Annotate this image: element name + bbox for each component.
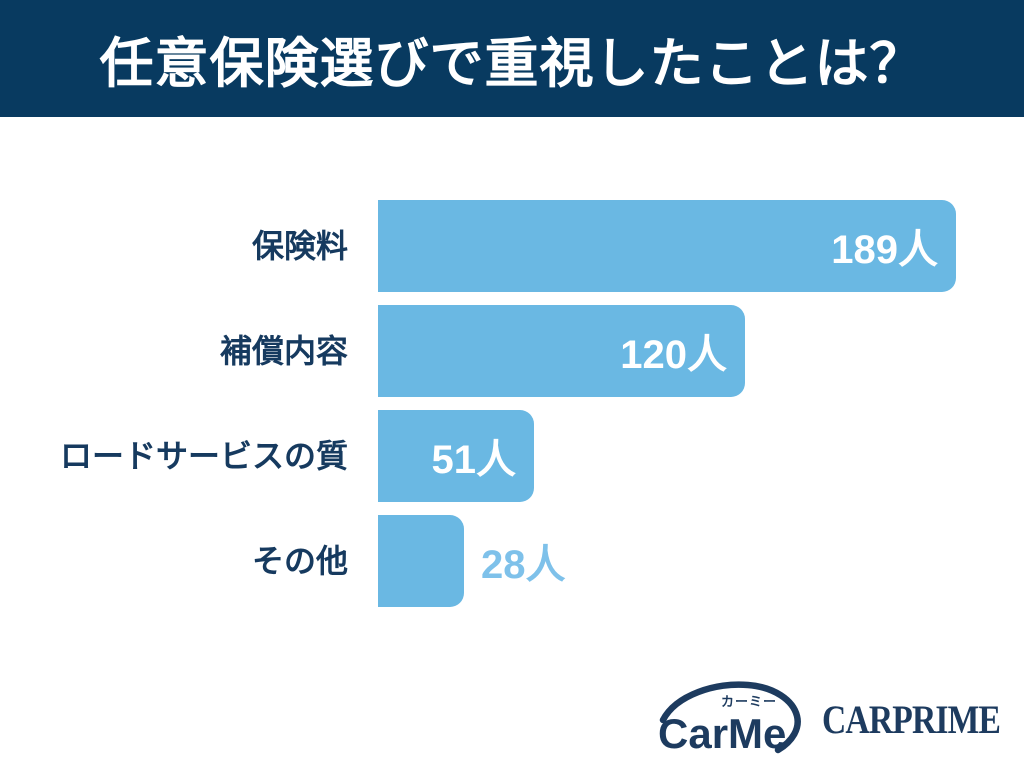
carme-furigana: カーミー — [721, 694, 777, 709]
category-label: 補償内容 — [219, 333, 348, 369]
value-label: 189人 — [831, 228, 938, 272]
value-label: 120人 — [620, 333, 727, 377]
bar-保険料: 189人 — [378, 200, 956, 292]
chart-row: 保険料 189人 — [0, 200, 1024, 292]
category-label: その他 — [251, 543, 348, 579]
bar-補償内容: 120人 — [378, 305, 745, 397]
carme-wordmark: CarMe — [658, 710, 786, 757]
chart-row: ロードサービスの質 51人 — [0, 410, 1024, 502]
category-label: ロードサービスの質 — [59, 438, 348, 474]
chart-row: 補償内容 120人 — [0, 305, 1024, 397]
chart-row: その他 28人 — [0, 515, 1024, 607]
carprime-logotype: CARPRIME — [822, 697, 1001, 742]
chart-rows: 保険料 189人補償内容 120人ロードサービスの質 51人その他 28人 — [0, 200, 1024, 607]
bar-ロードサービスの質: 51人 — [378, 410, 534, 502]
title-banner: 任意保険選びで重視したことは？ — [0, 0, 1024, 117]
value-label: 28人 — [481, 543, 566, 587]
category-label: 保険料 — [251, 228, 348, 264]
page-title: 任意保険選びで重視したことは？ — [99, 34, 925, 94]
bar-chart: 保険料 189人補償内容 120人ロードサービスの質 51人その他 28人 — [0, 200, 1024, 620]
car-outline-icon — [659, 681, 801, 754]
bar-area: 51人 — [378, 410, 1024, 502]
bar-area: 120人 — [378, 305, 1024, 397]
bar-area: 189人 — [378, 200, 1024, 292]
carme-logo: カーミー CarMe — [658, 681, 801, 757]
bar-その他 — [378, 515, 464, 607]
value-label: 51人 — [431, 438, 517, 482]
bar-area: 28人 — [378, 515, 1024, 607]
